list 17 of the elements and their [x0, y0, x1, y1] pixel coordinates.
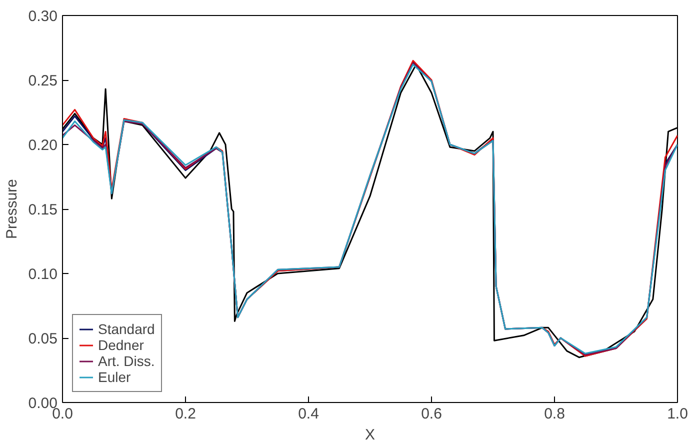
y-tick-label: 0.20 — [28, 137, 58, 154]
x-tick-label: 0.2 — [175, 406, 196, 422]
y-tick-label: 0.10 — [28, 266, 58, 283]
y-tick-label: 0.05 — [28, 330, 58, 348]
y-tick-label: 0.15 — [28, 202, 58, 218]
y-tick-label: 0.30 — [28, 8, 58, 25]
x-tick-label: 0.4 — [298, 406, 319, 422]
x-tick-label: 0.8 — [544, 406, 565, 422]
y-tick-label: 0.25 — [28, 72, 58, 90]
legend-label: Art. Diss. — [98, 353, 155, 369]
legend-label: Dedner — [98, 337, 144, 353]
legend-label: Standard — [98, 321, 155, 337]
x-axis-title: X — [365, 426, 376, 444]
x-tick-label: 1.0 — [667, 406, 688, 422]
x-tick-label: 0.6 — [421, 406, 442, 422]
legend-label: Euler — [98, 369, 131, 385]
y-axis-title: Pressure — [3, 178, 20, 240]
